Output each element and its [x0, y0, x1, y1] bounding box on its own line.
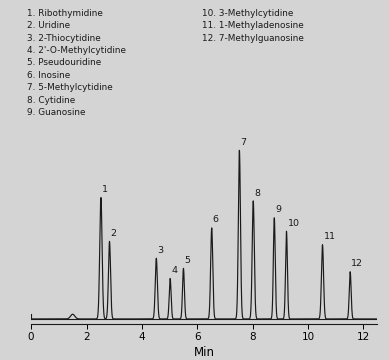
Text: 1: 1 — [102, 185, 108, 194]
Text: 8: 8 — [254, 189, 260, 198]
Text: 9: 9 — [275, 205, 281, 214]
Text: 4: 4 — [171, 266, 177, 275]
Text: 12: 12 — [351, 259, 363, 268]
Text: 7: 7 — [240, 138, 247, 147]
Text: 10: 10 — [287, 219, 300, 228]
Text: 10. 3-Methylcytidine
11. 1-Methyladenosine
12. 7-Methylguanosine: 10. 3-Methylcytidine 11. 1-Methyladenosi… — [202, 9, 304, 43]
Text: 5: 5 — [184, 256, 191, 265]
Text: 1. Ribothymidine
2. Uridine
3. 2-Thiocytidine
4. 2'-O-Methylcytidine
5. Pseudour: 1. Ribothymidine 2. Uridine 3. 2-Thiocyt… — [27, 9, 126, 117]
Text: 11: 11 — [324, 232, 336, 241]
Text: 3: 3 — [158, 246, 163, 255]
Text: 6: 6 — [213, 216, 219, 225]
X-axis label: Min: Min — [194, 346, 215, 359]
Text: 2: 2 — [110, 229, 117, 238]
